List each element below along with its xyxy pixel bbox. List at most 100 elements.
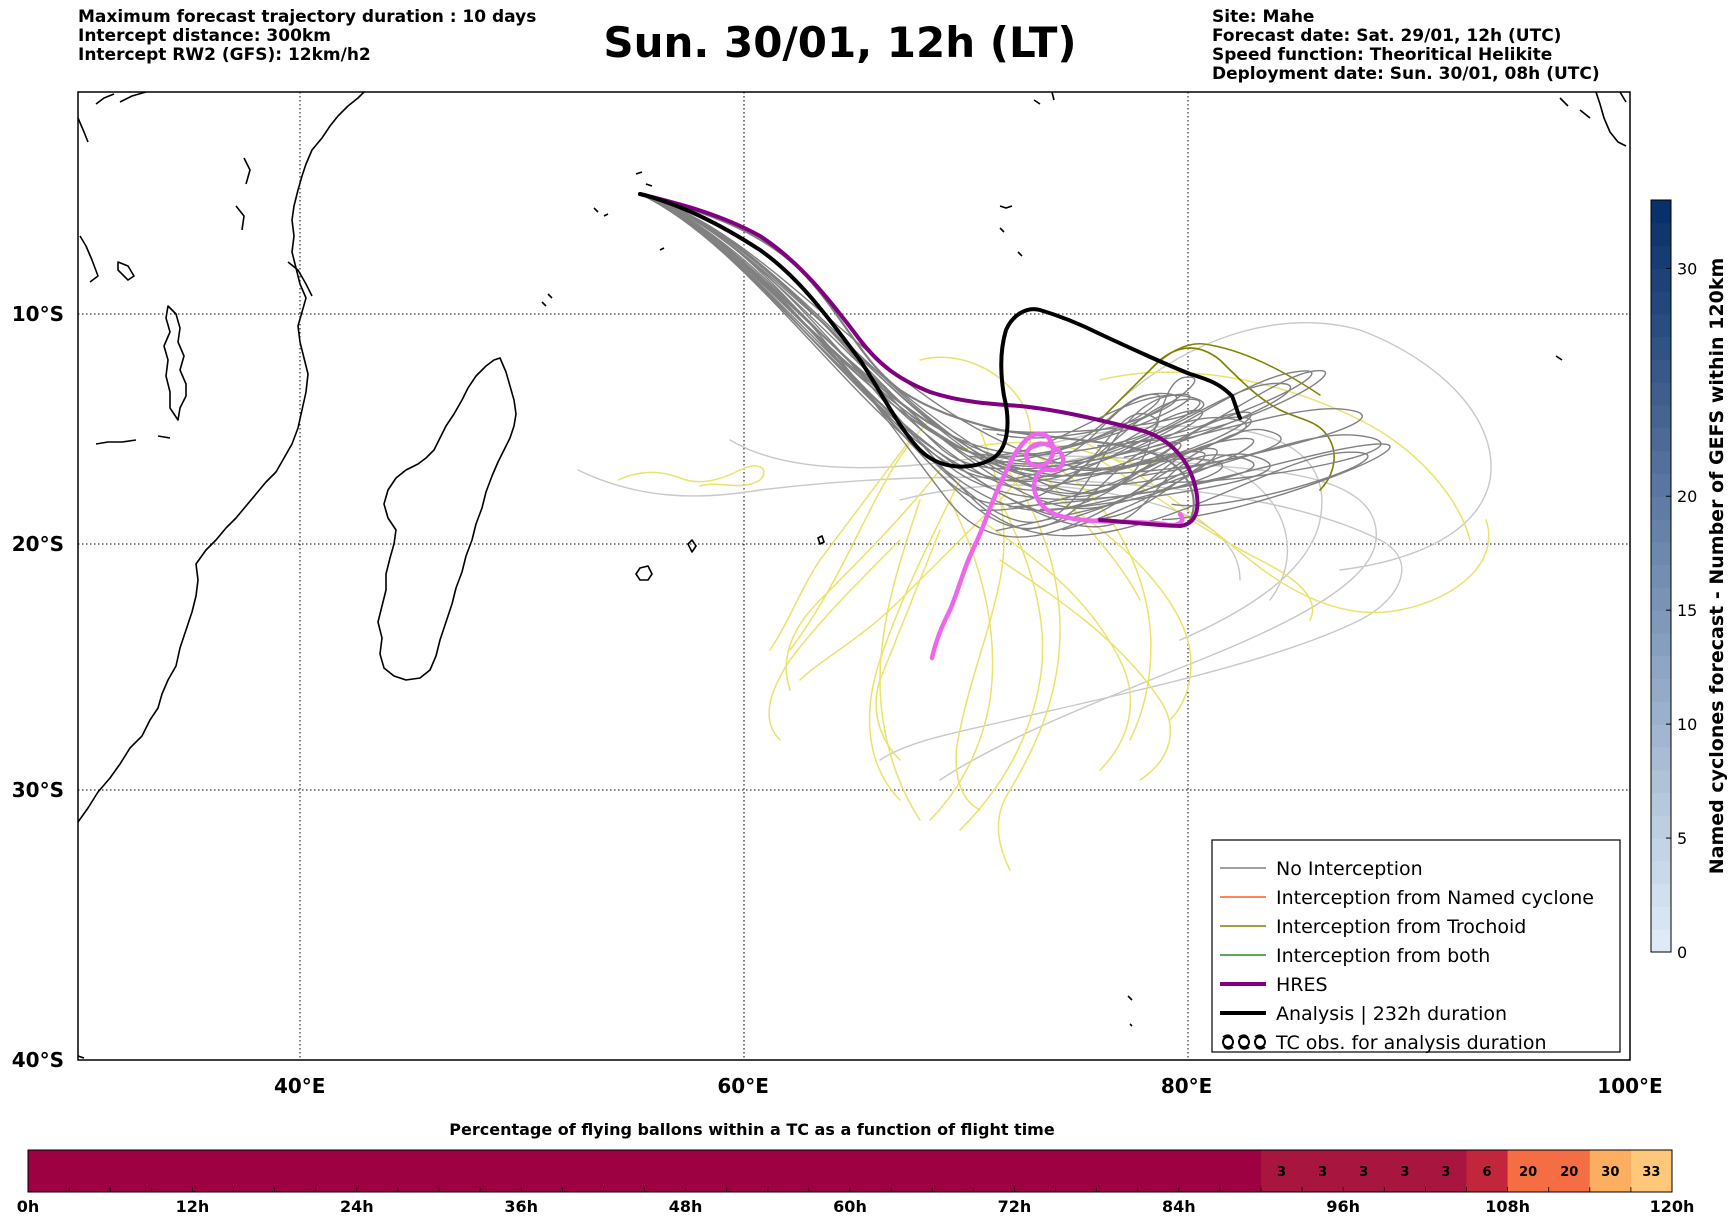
colorbar-step	[1651, 815, 1671, 839]
time-bar-cell-label: 3	[1441, 1165, 1450, 1180]
colorbar-step	[1651, 405, 1671, 429]
ensemble-member-no-interception	[639, 193, 1327, 478]
ensemble-member-yellow	[768, 539, 901, 741]
time-bar-cell	[315, 1150, 358, 1192]
time-bar-cell	[685, 1150, 728, 1192]
time-bar-tick-label: 96h	[1326, 1197, 1360, 1216]
time-bar-cell	[932, 1150, 974, 1192]
trochoid-member	[1149, 343, 1321, 396]
time-bar-cell	[1425, 1150, 1467, 1192]
colorbar-step	[1651, 291, 1671, 315]
time-bar-cell-label: 20	[1560, 1165, 1578, 1180]
legend-item: TC obs. for analysis duration	[1222, 1032, 1547, 1054]
time-bar-cell	[1096, 1150, 1139, 1192]
time-bar-cell	[521, 1150, 563, 1192]
colorbar-tick-label: 15	[1677, 601, 1697, 620]
info-deployment-date: Deployment date: Sun. 30/01, 08h (UTC)	[1212, 64, 1600, 84]
time-bar-cell	[28, 1150, 70, 1192]
time-bar-tick-label: 108h	[1485, 1197, 1530, 1216]
lat-tick-label: 10°S	[12, 302, 64, 326]
legend-label: HRES	[1276, 974, 1328, 996]
colorbar-step	[1651, 450, 1671, 474]
legend-item: No Interception	[1220, 858, 1423, 880]
latitude-tick-labels: 10°S 20°S 30°S 40°S	[12, 302, 64, 1072]
legend-item: Analysis | 232h duration	[1220, 1003, 1507, 1025]
colorbar-step	[1651, 746, 1671, 771]
colorbar-step	[1651, 860, 1671, 885]
ensemble-member-no-interception	[639, 193, 1204, 482]
info-speed-function: Speed function: Theoritical Helikite	[1212, 45, 1553, 65]
lat-tick-label: 40°S	[12, 1048, 64, 1072]
colorbar-step	[1651, 222, 1671, 247]
colorbar-step	[1651, 268, 1671, 292]
time-bar-cell	[69, 1150, 111, 1192]
info-intercept-rw2: Intercept RW2 (GFS): 12km/h2	[78, 45, 371, 65]
colorbar-tick-label: 20	[1677, 487, 1697, 506]
time-bar-tick-label: 84h	[1162, 1197, 1196, 1216]
ensemble-member-yellow	[959, 499, 1044, 831]
colorbar-tick-label: 0	[1677, 943, 1687, 962]
time-bar-tick-label: 12h	[176, 1197, 210, 1216]
arabia-coastline	[78, 92, 147, 283]
time-bar-cell	[808, 1150, 851, 1192]
time-bar-cell	[1548, 1150, 1591, 1192]
time-bar-cell	[356, 1150, 399, 1192]
cyclone-count-colorbar: 0 5 10 15 20 30 Named cyclones forecast - Numb…	[1650, 199, 1728, 962]
ensemble-member-long	[1039, 451, 1289, 601]
legend-label: No Interception	[1276, 858, 1423, 880]
colorbar-tick-label: 5	[1677, 829, 1687, 848]
time-bar-cell	[1178, 1150, 1221, 1192]
east-africa-detail	[235, 157, 313, 297]
ensemble-member-yellow	[1099, 459, 1314, 621]
legend-label: Interception from Named cyclone	[1276, 887, 1594, 909]
time-bar-cell	[1055, 1150, 1097, 1192]
mozambique-channel-islands	[95, 305, 187, 445]
time-bar-cell	[151, 1150, 193, 1192]
time-bar-cell	[850, 1150, 892, 1192]
time-bar-tick-label: 0h	[17, 1197, 40, 1216]
time-bar-tick-label: 60h	[833, 1197, 867, 1216]
ensemble-member-long	[729, 439, 1377, 781]
ensemble-member-yellow	[955, 429, 1005, 811]
time-bar-cell-label: 3	[1359, 1165, 1368, 1180]
colorbar-step	[1651, 336, 1671, 361]
maldives-islands	[1033, 92, 1055, 105]
time-bar-cell-label: 3	[1277, 1165, 1286, 1180]
time-bar-cell	[1343, 1150, 1385, 1192]
legend-label: Interception from both	[1276, 945, 1490, 967]
colorbar-step	[1651, 541, 1671, 566]
colorbar-axis-label: Named cyclones forecast - Number of GEFS…	[1706, 258, 1728, 875]
colorbar-step	[1651, 678, 1671, 702]
legend-label: TC obs. for analysis duration	[1275, 1032, 1547, 1054]
colorbar-step	[1651, 313, 1671, 338]
colorbar-step	[1651, 883, 1671, 907]
southern-tip-marks	[78, 1055, 85, 1059]
time-bar-cell	[603, 1150, 645, 1192]
time-bar-cell	[274, 1150, 317, 1192]
ensemble-member-long	[1119, 321, 1492, 571]
flight-time-percentage-bar: Percentage of flying ballons within a TC…	[17, 1120, 1695, 1216]
time-bar-cell-label: 3	[1318, 1165, 1327, 1180]
time-bar-cell	[1507, 1150, 1550, 1192]
lon-tick-label: 40°E	[274, 1074, 326, 1098]
colorbar-step	[1651, 701, 1671, 725]
legend-item: Interception from Trochoid	[1220, 916, 1526, 938]
time-bar-cell-label: 6	[1483, 1165, 1492, 1180]
time-bar-tick-label: 24h	[340, 1197, 374, 1216]
legend: No Interception Interception from Named c…	[1211, 839, 1621, 1054]
info-duration: Maximum forecast trajectory duration : 1…	[78, 7, 537, 27]
lon-tick-label: 100°E	[1597, 1074, 1662, 1098]
legend-item: HRES	[1220, 974, 1328, 996]
chagos-islands	[999, 205, 1023, 257]
time-bar-cell	[1384, 1150, 1426, 1192]
time-bar-title: Percentage of flying ballons within a TC…	[449, 1120, 1055, 1139]
time-bar-cell	[891, 1150, 933, 1192]
ensemble-member-yellow	[879, 499, 921, 821]
ensemble-member-yellow	[617, 465, 765, 487]
colorbar-step	[1651, 632, 1671, 657]
ensemble-member-yellow	[875, 529, 941, 761]
ensemble-mean-grey	[638, 192, 1195, 522]
legend-label: Analysis | 232h duration	[1276, 1003, 1507, 1025]
time-bar-cell	[110, 1150, 152, 1192]
